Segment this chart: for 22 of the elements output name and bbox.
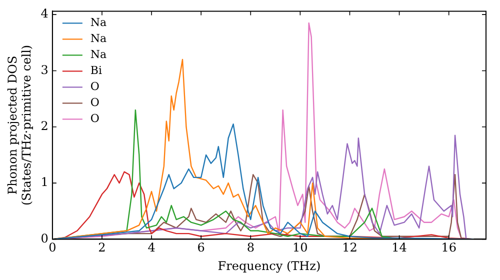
x-tick-label: 12 bbox=[342, 240, 358, 255]
x-tick-label: 14 bbox=[392, 240, 408, 255]
legend-label: Na bbox=[90, 32, 108, 46]
y-tick-label: 3 bbox=[40, 62, 48, 77]
y-tick-label: 0 bbox=[40, 231, 48, 246]
x-tick-label: 10 bbox=[292, 240, 308, 255]
x-tick-label: 8 bbox=[246, 240, 254, 255]
y-tick-label: 2 bbox=[40, 119, 48, 134]
legend-label: O bbox=[90, 80, 100, 94]
x-tick-label: 16 bbox=[441, 240, 456, 255]
legend-label: Na bbox=[90, 48, 108, 62]
legend-label: O bbox=[90, 96, 100, 110]
x-tick-label: 4 bbox=[148, 240, 156, 255]
legend-label: Bi bbox=[90, 64, 103, 78]
legend-label: O bbox=[90, 112, 100, 126]
x-axis-title: Frequency (THz) bbox=[218, 258, 321, 273]
y-tick-label: 4 bbox=[40, 6, 49, 21]
x-tick-label: 2 bbox=[98, 240, 106, 255]
x-tick-label: 6 bbox=[197, 240, 205, 255]
y-axis-title: Phonon projected DOS (States/THz·primitive cell) bbox=[5, 44, 34, 206]
y-tick-label: 1 bbox=[40, 175, 48, 190]
legend-label: Na bbox=[90, 16, 108, 30]
